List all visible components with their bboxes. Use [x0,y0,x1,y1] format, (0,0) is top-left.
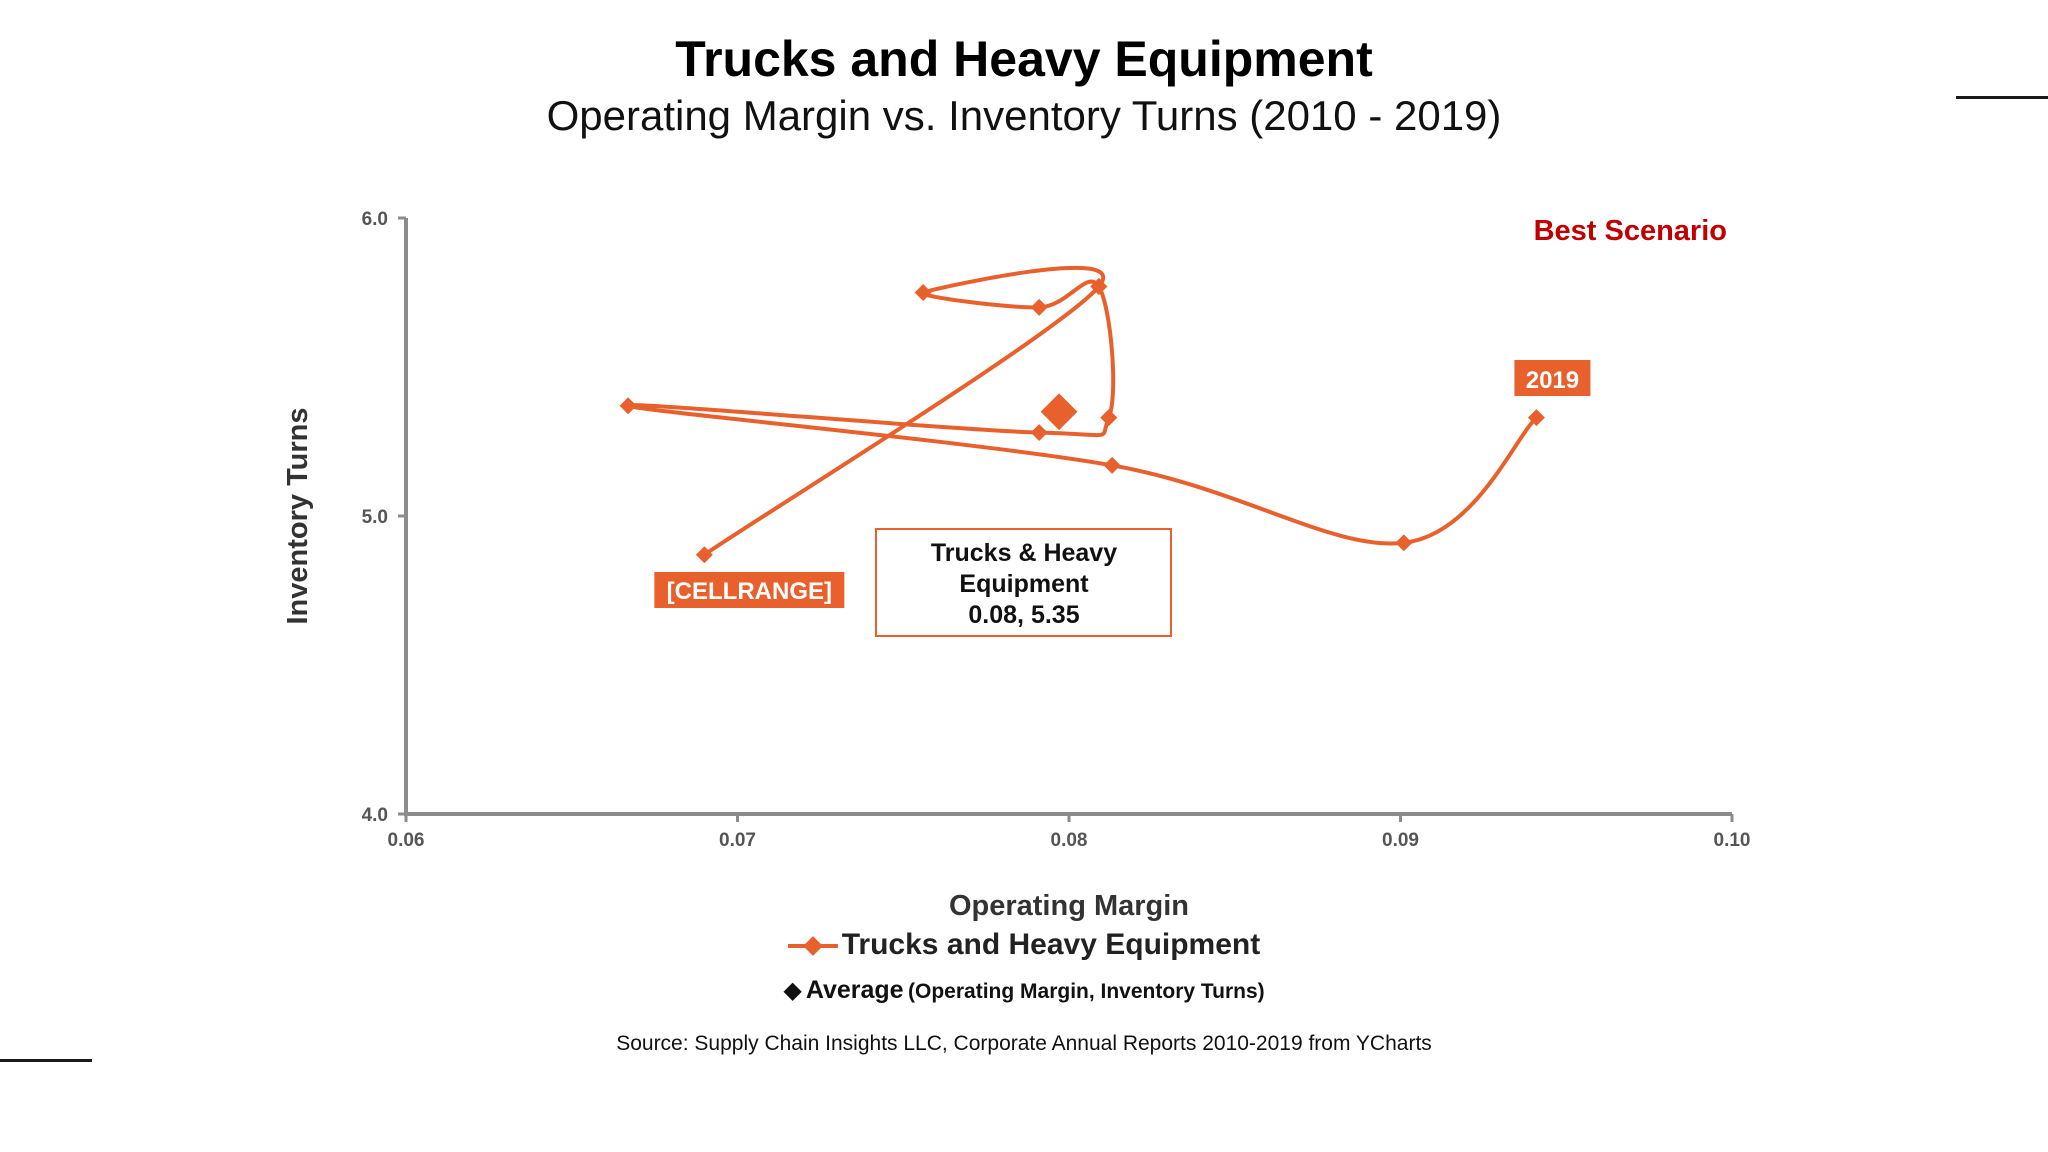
x-tick-label: 0.06 [388,830,425,851]
x-tick-label: 0.08 [1051,830,1088,851]
corner-rule-top-right [1956,96,2048,99]
y-tick-label: 5.0 [362,507,388,528]
data-point [1030,424,1048,442]
start-label-text: [CELLRANGE] [667,578,832,605]
legend-series-swatch [787,936,838,956]
source-note: Source: Supply Chain Insights LLC, Corpo… [616,1032,1432,1055]
best-scenario-label: Best Scenario [1534,215,1727,247]
average-annotation-line: 0.08, 5.35 [968,601,1079,629]
average-annotation-line: Trucks & Heavy [931,539,1117,567]
x-tick-label: 0.09 [1382,830,1419,851]
x-tick-label: 0.07 [719,830,756,851]
average-annotation-line: Equipment [959,570,1089,598]
data-point [1103,456,1121,474]
average-point [1040,393,1078,431]
data-point [1395,534,1413,552]
y-tick-label: 4.0 [362,805,388,826]
y-axis-label: Inventory Turns [282,408,314,625]
x-tick-label: 0.10 [1714,830,1751,851]
data-point [1030,298,1048,316]
data-point [619,397,637,415]
legend-series-label: Trucks and Heavy Equipment [841,928,1261,961]
corner-rule-bottom-left [0,1059,92,1062]
legend-average-sublabel: (Operating Margin, Inventory Turns) [908,980,1265,1003]
y-tick-label: 6.0 [362,209,388,230]
series-line [626,265,1538,557]
diamond-icon: ◆ [783,977,802,1004]
chart-title: Trucks and Heavy Equipment [675,31,1373,87]
legend-average-item: ◆ Average (Operating Margin, Inventory Tu… [0,976,2048,1005]
data-point [695,546,713,564]
start-label-box [654,572,845,608]
legend-series-item: Trucks and Heavy Equipment [0,928,2048,962]
chart-subtitle: Operating Margin vs. Inventory Turns (20… [546,92,1502,139]
end-label-box [1514,360,1591,396]
x-axis-label: Operating Margin [949,890,1189,922]
end-label-text: 2019 [1526,367,1579,394]
legend-average-label: Average [805,976,904,1004]
data-point [914,284,932,301]
average-annotation-box [875,528,1172,637]
data-point [1100,409,1118,427]
